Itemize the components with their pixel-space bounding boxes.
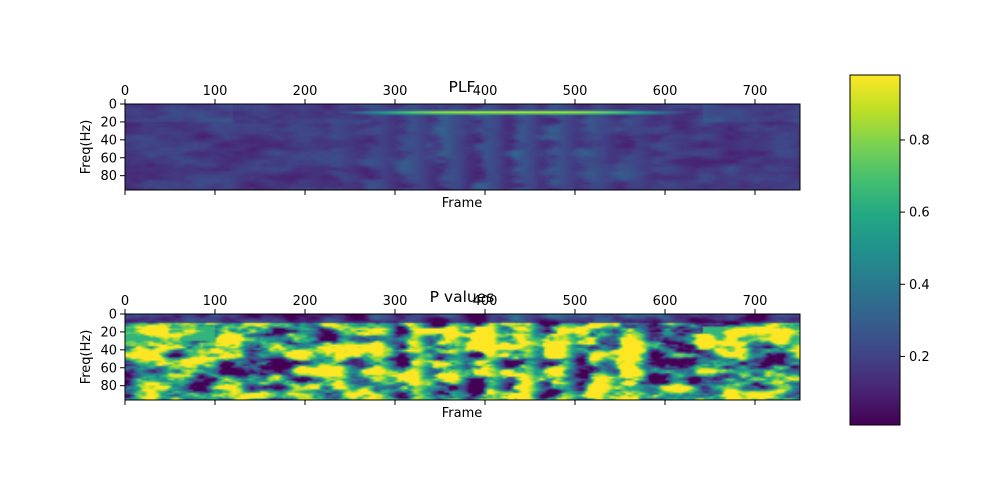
plf-y-ticks: 0 20 40 60 80 — [100, 98, 125, 184]
x-tick-label: 500 — [563, 84, 588, 99]
colorbar-tick-label: 0.2 — [909, 350, 930, 365]
y-tick-label: 0 — [109, 98, 117, 113]
x-tick-label: 100 — [203, 294, 228, 309]
x-tick-label: 600 — [653, 84, 678, 99]
pvalues-x-axis-label: Frame — [442, 406, 483, 421]
y-tick-label: 20 — [100, 325, 117, 340]
pvalues-heatmap — [125, 314, 800, 400]
panel-plf: PLF 0 100 200 300 400 500 600 700 0 20 40 60 80 Fra… — [79, 78, 801, 211]
panel-pvalues: P values 0 100 200 300 400 500 600 700 0 20 40 60 8… — [79, 288, 801, 421]
plf-x-axis-label: Frame — [442, 196, 483, 211]
pvalues-x-ticks-bottom — [124, 400, 756, 405]
x-tick-label: 300 — [383, 84, 408, 99]
x-tick-label: 0 — [121, 84, 129, 99]
plf-title: PLF — [449, 78, 476, 96]
plf-y-axis-label: Freq(Hz) — [79, 120, 94, 175]
y-tick-label: 80 — [100, 379, 117, 394]
x-tick-label: 200 — [293, 294, 318, 309]
colorbar: 0.2 0.4 0.6 0.8 — [849, 74, 930, 426]
y-tick-label: 80 — [100, 169, 117, 184]
y-tick-label: 60 — [100, 361, 117, 376]
x-tick-label: 600 — [653, 294, 678, 309]
plf-x-ticks-bottom — [124, 190, 756, 195]
y-tick-label: 20 — [100, 115, 117, 130]
x-tick-label: 0 — [121, 294, 129, 309]
colorbar-tick-label: 0.6 — [909, 206, 930, 221]
x-tick-label: 200 — [293, 84, 318, 99]
pvalues-y-axis-label: Freq(Hz) — [79, 330, 94, 385]
y-tick-label: 40 — [100, 133, 117, 148]
colorbar-ticks: 0.2 0.4 0.6 0.8 — [900, 133, 930, 365]
pvalues-title: P values — [430, 288, 495, 306]
pvalues-x-ticks-top: 0 100 200 300 400 500 600 700 — [121, 294, 768, 314]
colorbar-tick-label: 0.8 — [909, 133, 930, 148]
x-tick-label: 400 — [473, 84, 498, 99]
pvalues-y-ticks: 0 20 40 60 80 — [100, 308, 125, 394]
colorbar-gradient — [849, 74, 901, 426]
x-tick-label: 500 — [563, 294, 588, 309]
x-tick-label: 700 — [743, 84, 768, 99]
pvalues-heatmap-border — [124, 313, 801, 401]
y-tick-label: 40 — [100, 343, 117, 358]
x-tick-label: 100 — [203, 84, 228, 99]
plf-heatmap — [125, 104, 800, 190]
plf-heatmap-border — [124, 103, 801, 191]
x-tick-label: 400 — [473, 294, 498, 309]
x-tick-label: 300 — [383, 294, 408, 309]
colorbar-tick-label: 0.4 — [909, 278, 930, 293]
y-tick-label: 60 — [100, 151, 117, 166]
x-tick-label: 700 — [743, 294, 768, 309]
y-tick-label: 0 — [109, 308, 117, 323]
plf-x-ticks-top: 0 100 200 300 400 500 600 700 — [121, 84, 768, 104]
